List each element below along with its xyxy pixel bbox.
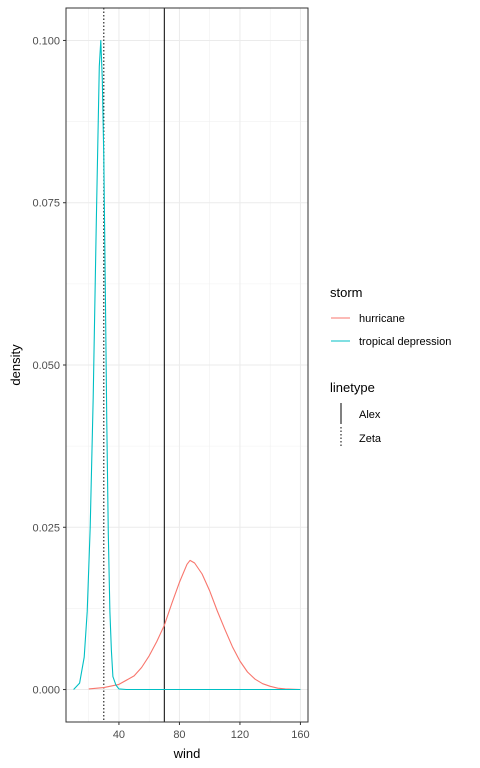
y-axis: 0.000 0.025 0.050 0.075 0.100 [32,35,66,697]
legend-linetype-title: linetype [330,380,375,395]
x-tick-label: 40 [113,729,125,741]
legend-label-alex: Alex [359,409,381,421]
y-tick-label: 0.025 [32,522,60,534]
reference-lines [103,8,165,722]
legend-label-tropical-depression: tropical depression [359,336,451,348]
y-tick-label: 0.100 [32,35,60,47]
y-tick-label: 0.075 [32,198,60,210]
series-line-hurricane [88,559,301,691]
legend-linetype: linetype Alex Zeta [330,380,382,448]
legend-label-hurricane: hurricane [359,313,405,325]
major-gridlines [66,8,308,722]
legend-storm-title: storm [330,285,363,300]
x-axis-title: wind [173,746,201,761]
y-tick-label: 0.000 [32,685,60,697]
legend-label-zeta: Zeta [359,433,382,445]
series-line-tropical-depression [73,39,301,691]
x-tick-label: 80 [173,729,185,741]
x-tick-label: 160 [291,729,309,741]
y-axis-title: density [8,344,23,386]
y-tick-label: 0.050 [32,360,60,372]
legend-storm: storm hurricane tropical depression [330,285,451,348]
legend: storm hurricane tropical depression line… [330,285,451,448]
x-axis: 40 80 120 160 [113,722,310,741]
x-tick-label: 120 [231,729,249,741]
density-series [73,39,301,691]
